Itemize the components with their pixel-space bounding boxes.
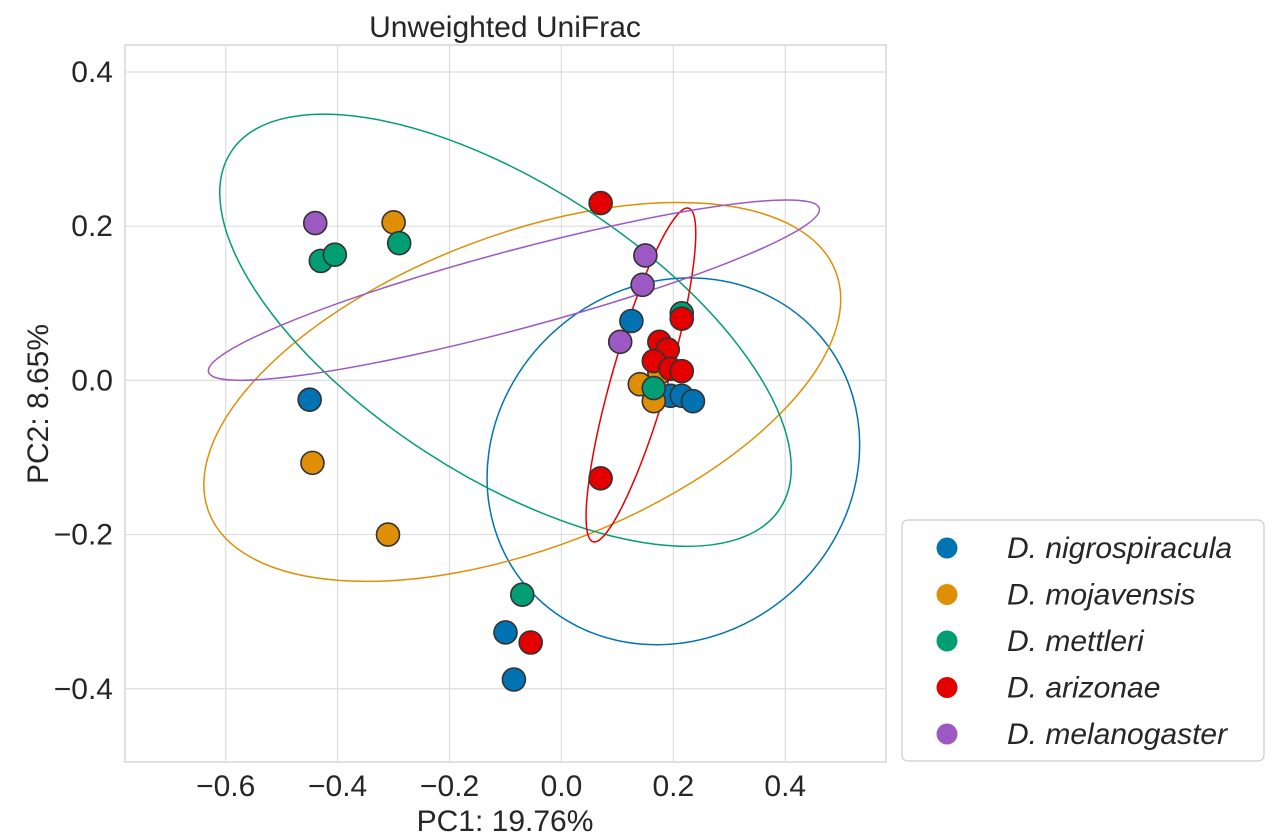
x-tick-label: −0.2 (420, 770, 479, 803)
legend-label: D. mojavensis (1007, 579, 1195, 612)
point-d--melanogaster (630, 272, 655, 298)
point-d--arizonae (588, 190, 613, 216)
point-d--nigrospiracula (501, 667, 527, 692)
plot-area (124, 44, 887, 763)
point-d--nigrospiracula (619, 308, 644, 334)
legend-label: D. arizonae (1007, 672, 1160, 705)
ellipse-d--mettleri (219, 113, 792, 548)
y-tick-label: 0.2 (71, 210, 113, 243)
point-d--mettleri (509, 582, 535, 608)
legend-marker (936, 677, 958, 698)
legend-marker (936, 630, 958, 652)
x-tick-label: −0.6 (196, 770, 255, 803)
point-d--mettleri (322, 242, 348, 268)
legend-label: D. mettleri (1007, 625, 1145, 658)
point-d--arizonae (518, 630, 543, 655)
point-d--nigrospiracula (680, 388, 706, 414)
point-d--mettleri (641, 375, 667, 401)
point-d--nigrospiracula (297, 387, 322, 412)
data-points (297, 190, 706, 692)
legend-box (901, 519, 1265, 762)
legend: D. nigrospiracula D. mojavensis D. mettler… (901, 519, 1265, 762)
chart-title: Unweighted UniFrac (369, 11, 641, 44)
y-tick-label: 0.0 (71, 364, 113, 397)
point-d--arizonae (669, 358, 695, 384)
ellipse-d--arizonae (585, 207, 697, 543)
x-tick-label: 0.2 (653, 770, 695, 803)
y-axis-label: PC2: 8.65% (22, 324, 55, 484)
tick-labels: −0.6 −0.4 −0.2 0.0 0.2 0.4 0.4 0.2 0.0 −0.2 −0.4 (54, 56, 806, 803)
x-tick-label: 0.0 (541, 770, 583, 803)
x-axis-label: PC1: 19.76% (417, 805, 594, 838)
x-tick-label: 0.4 (764, 770, 806, 803)
point-d--arizonae (588, 465, 613, 491)
y-tick-label: −0.4 (54, 673, 113, 706)
legend-label: D. nigrospiracula (1007, 532, 1232, 565)
y-tick-label: −0.2 (54, 519, 113, 552)
point-d--melanogaster (302, 210, 328, 236)
x-tick-label: −0.4 (308, 770, 367, 803)
point-d--mojavensis (300, 450, 325, 476)
y-tick-label: 0.4 (71, 56, 113, 89)
point-d--melanogaster (607, 329, 633, 355)
point-d--mettleri (386, 230, 412, 256)
ellipse-d--melanogaster (207, 199, 821, 382)
point-d--mojavensis (381, 210, 406, 235)
point-d--mojavensis (375, 522, 401, 547)
legend-marker (936, 537, 958, 559)
point-d--arizonae (669, 306, 695, 331)
legend-label: D. melanogaster (1007, 718, 1228, 751)
legend-items: D. nigrospiracula D. mojavensis D. mettler… (936, 532, 1232, 751)
legend-marker (936, 723, 958, 745)
ellipse-d--mojavensis (203, 201, 842, 583)
point-d--nigrospiracula (493, 620, 518, 645)
legend-marker (936, 584, 958, 605)
point-d--melanogaster (633, 243, 658, 268)
